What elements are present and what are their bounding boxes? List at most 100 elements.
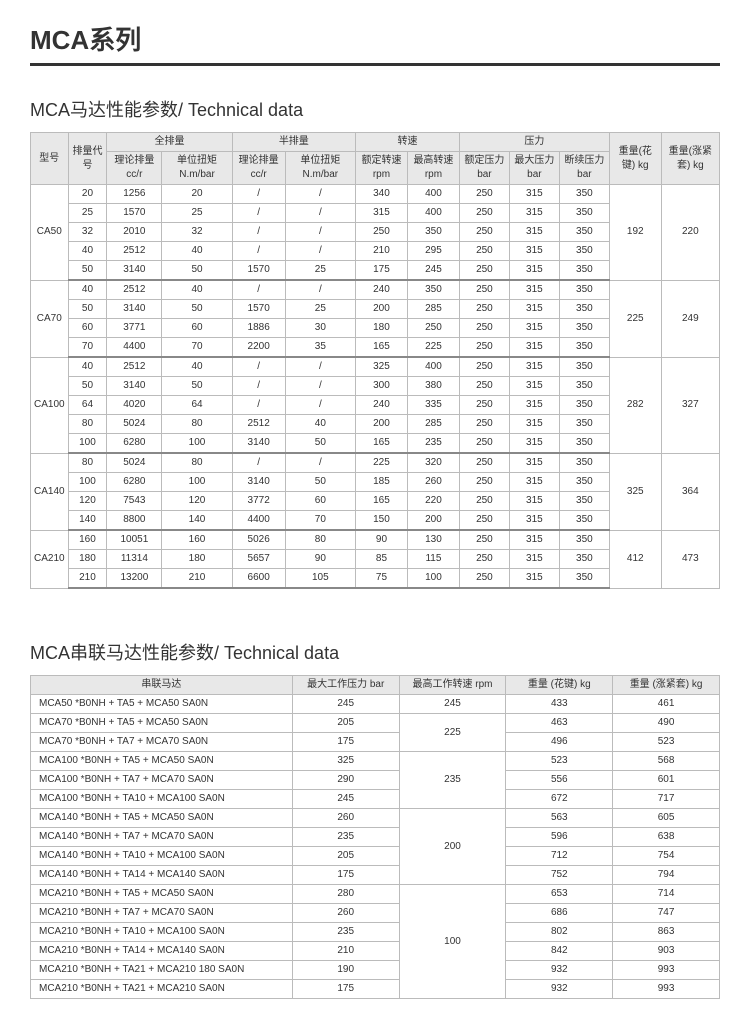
motor-cell: MCA210 *B0NH + TA7 + MCA70 SA0N: [31, 904, 293, 923]
press-cell: 245: [292, 790, 399, 809]
subheader: 单位扭矩 N.m/bar: [162, 152, 232, 185]
data-cell: 160: [68, 530, 107, 550]
data-cell: 185: [355, 473, 407, 492]
data-cell: 175: [355, 261, 407, 281]
data-cell: 11314: [107, 550, 162, 569]
wk-cell: 563: [506, 809, 613, 828]
wk-cell: 686: [506, 904, 613, 923]
press-cell: 245: [292, 695, 399, 714]
section1-title: MCA马达性能参数/ Technical data: [30, 96, 720, 122]
data-cell: 210: [68, 569, 107, 589]
press-cell: 260: [292, 904, 399, 923]
press-cell: 175: [292, 866, 399, 885]
data-cell: 180: [68, 550, 107, 569]
data-cell: 315: [509, 434, 559, 454]
wk-cell: 523: [506, 752, 613, 771]
data-cell: 240: [355, 396, 407, 415]
data-cell: 225: [355, 453, 407, 473]
data-cell: 250: [459, 550, 509, 569]
data-cell: 350: [559, 511, 609, 531]
data-cell: 260: [407, 473, 459, 492]
data-cell: 250: [459, 300, 509, 319]
press-cell: 235: [292, 828, 399, 847]
data-cell: 220: [407, 492, 459, 511]
motor-cell: MCA210 *B0NH + TA21 + MCA210 SA0N: [31, 980, 293, 999]
weightkey-cell: 192: [609, 185, 661, 281]
data-cell: 250: [459, 242, 509, 261]
data-cell: 160: [162, 530, 232, 550]
data-cell: 3771: [107, 319, 162, 338]
data-cell: /: [285, 242, 355, 261]
subheader: 最大压力 bar: [509, 152, 559, 185]
data-cell: 100: [162, 473, 232, 492]
data-cell: 250: [459, 511, 509, 531]
data-cell: 3140: [107, 377, 162, 396]
press-cell: 280: [292, 885, 399, 904]
weightsleeve-cell: 249: [661, 280, 719, 357]
data-cell: 5024: [107, 415, 162, 434]
data-cell: 25: [285, 300, 355, 319]
ws-cell: 993: [613, 980, 720, 999]
data-cell: 350: [559, 473, 609, 492]
ws-cell: 605: [613, 809, 720, 828]
data-cell: 350: [559, 223, 609, 242]
ws-cell: 747: [613, 904, 720, 923]
data-cell: 250: [459, 204, 509, 223]
data-cell: 20: [162, 185, 232, 204]
data-cell: 60: [68, 319, 107, 338]
data-cell: 350: [559, 185, 609, 204]
press-cell: 260: [292, 809, 399, 828]
data-cell: 350: [559, 453, 609, 473]
data-cell: 250: [407, 319, 459, 338]
data-cell: 50: [68, 300, 107, 319]
ws-cell: 754: [613, 847, 720, 866]
subheader: 额定压力 bar: [459, 152, 509, 185]
page-title: MCA系列: [30, 20, 720, 66]
data-cell: 80: [162, 453, 232, 473]
data-cell: 250: [459, 434, 509, 454]
speed-cell: 235: [399, 752, 506, 809]
data-cell: 40: [68, 280, 107, 300]
data-cell: 350: [559, 300, 609, 319]
subheader: 最高转速 rpm: [407, 152, 459, 185]
data-cell: /: [232, 280, 285, 300]
data-cell: 40: [162, 280, 232, 300]
data-cell: 210: [162, 569, 232, 589]
data-cell: 315: [509, 185, 559, 204]
data-cell: 90: [355, 530, 407, 550]
data-cell: 80: [68, 453, 107, 473]
data-cell: 85: [355, 550, 407, 569]
data-cell: 315: [509, 261, 559, 281]
data-cell: 7543: [107, 492, 162, 511]
data-cell: 350: [559, 550, 609, 569]
data-cell: 70: [68, 338, 107, 358]
data-cell: 150: [355, 511, 407, 531]
data-cell: 200: [407, 511, 459, 531]
data-cell: /: [285, 185, 355, 204]
table2-header: 串联马达: [31, 676, 293, 695]
data-cell: 315: [509, 492, 559, 511]
speed-cell: 225: [399, 714, 506, 752]
data-cell: 250: [459, 530, 509, 550]
data-cell: 40: [162, 242, 232, 261]
data-cell: 2512: [107, 357, 162, 377]
press-cell: 325: [292, 752, 399, 771]
data-cell: 350: [559, 357, 609, 377]
motor-cell: MCA210 *B0NH + TA21 + MCA210 180 SA0N: [31, 961, 293, 980]
motor-cell: MCA210 *B0NH + TA5 + MCA50 SA0N: [31, 885, 293, 904]
press-cell: 235: [292, 923, 399, 942]
data-cell: 315: [509, 569, 559, 589]
ws-cell: 568: [613, 752, 720, 771]
press-cell: 175: [292, 980, 399, 999]
data-cell: 8800: [107, 511, 162, 531]
data-cell: 80: [285, 530, 355, 550]
table2-header: 重量 (涨紧套) kg: [613, 676, 720, 695]
data-cell: 60: [285, 492, 355, 511]
data-cell: 295: [407, 242, 459, 261]
data-cell: 6280: [107, 434, 162, 454]
speed-cell: 245: [399, 695, 506, 714]
section2-title: MCA串联马达性能参数/ Technical data: [30, 639, 720, 665]
data-cell: 20: [68, 185, 107, 204]
col-speed: 转速: [355, 133, 459, 152]
data-cell: 350: [559, 319, 609, 338]
